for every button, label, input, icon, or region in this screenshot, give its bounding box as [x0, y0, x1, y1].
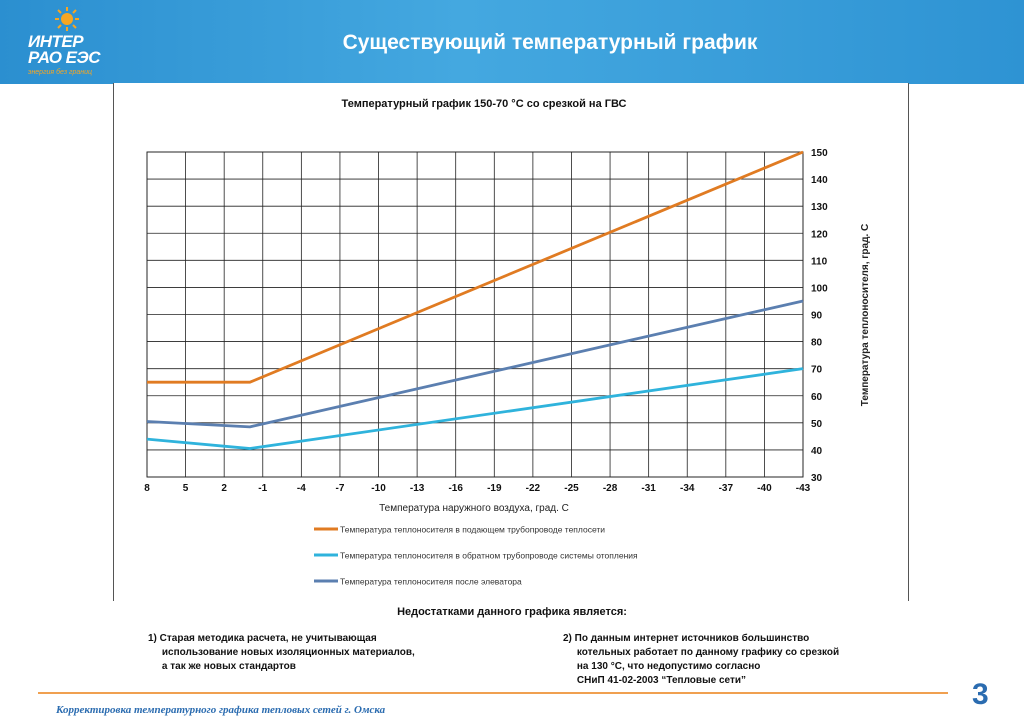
note-right: 2) По данным интернет источников большин… — [563, 633, 840, 686]
y-axis-ticks: 30 40 50 60 70 80 90 100 110 120 130 140 150 — [811, 148, 828, 484]
x-tick-label: -13 — [410, 483, 425, 494]
x-tick-label: -25 — [564, 483, 579, 494]
chart-series — [146, 150, 804, 450]
x-tick-label: -16 — [448, 483, 463, 494]
logo-text-line1: ИНТЕР — [28, 32, 84, 51]
y-axis-label: Температура теплоносителя, град. С — [860, 224, 871, 406]
logo-text-line2: РАО ЕЭС — [28, 48, 100, 67]
page-number: 3 — [972, 678, 989, 711]
series-line-3 — [146, 299, 804, 429]
x-tick-label: -7 — [335, 483, 344, 494]
x-tick-label: 8 — [144, 483, 150, 494]
legend-label-2: Температура теплоносителя в обратном тру… — [340, 551, 638, 561]
x-tick-label: -37 — [719, 483, 734, 494]
footer-divider — [38, 692, 948, 694]
x-axis-ticks: 8 5 2 -1 -4 -7 -10 -13 -16 -19 -22 -25 -28 -31 -34 -37 -… — [144, 483, 810, 494]
x-tick-label: -43 — [796, 483, 811, 494]
y-tick-label: 140 — [811, 175, 828, 186]
x-tick-label: -40 — [757, 483, 772, 494]
chart-legend: Температура теплоносителя в подающем тру… — [314, 525, 638, 587]
y-tick-label: 60 — [811, 392, 823, 403]
y-tick-label: 70 — [811, 365, 823, 376]
x-tick-label: -34 — [680, 483, 695, 494]
chart-title: Температурный график 150-70 °С со срезко… — [342, 98, 627, 110]
x-tick-label: -28 — [603, 483, 618, 494]
x-axis-label: Температура наружного воздуха, град. С — [379, 503, 569, 514]
x-tick-label: 2 — [221, 483, 227, 494]
y-tick-label: 110 — [811, 256, 828, 267]
y-tick-label: 40 — [811, 446, 823, 457]
x-tick-label: -31 — [641, 483, 656, 494]
x-tick-label: -10 — [371, 483, 386, 494]
y-tick-label: 50 — [811, 419, 823, 430]
note-left: 1) Старая методика расчета, не учитывающ… — [148, 633, 415, 672]
x-tick-label: -4 — [297, 483, 306, 494]
chart-grid — [146, 151, 804, 478]
x-tick-label: -1 — [258, 483, 267, 494]
sun-logo-icon — [55, 7, 79, 31]
y-tick-label: 150 — [811, 148, 828, 159]
footer-caption: Корректировка температурного графика теп… — [56, 704, 386, 716]
y-tick-label: 30 — [811, 473, 823, 484]
x-tick-label: -19 — [487, 483, 502, 494]
header-bar: ИНТЕР РАО ЕЭС энергия без границ Существ… — [0, 0, 1024, 84]
logo-tagline: энергия без границ — [28, 69, 93, 76]
company-logo: ИНТЕР РАО ЕЭС энергия без границ — [22, 6, 122, 78]
series-line-2 — [146, 367, 804, 450]
y-tick-label: 130 — [811, 202, 828, 213]
page-title: Существующий температурный график — [342, 31, 758, 54]
x-tick-label: 5 — [183, 483, 189, 494]
chart-frame: Температурный график 150-70 °С со срезко… — [113, 83, 909, 601]
legend-label-1: Температура теплоносителя в подающем тру… — [340, 525, 605, 535]
temperature-chart: Температурный график 150-70 °С со срезко… — [144, 98, 871, 587]
y-tick-label: 120 — [811, 229, 828, 240]
y-tick-label: 100 — [811, 283, 828, 294]
legend-label-3: Температура теплоносителя после элеватор… — [340, 577, 522, 587]
series-line-1 — [147, 150, 804, 384]
y-tick-label: 80 — [811, 338, 823, 349]
x-tick-label: -22 — [526, 483, 541, 494]
notes-heading: Недостатками данного графика является: — [397, 606, 627, 618]
y-tick-label: 90 — [811, 311, 823, 322]
